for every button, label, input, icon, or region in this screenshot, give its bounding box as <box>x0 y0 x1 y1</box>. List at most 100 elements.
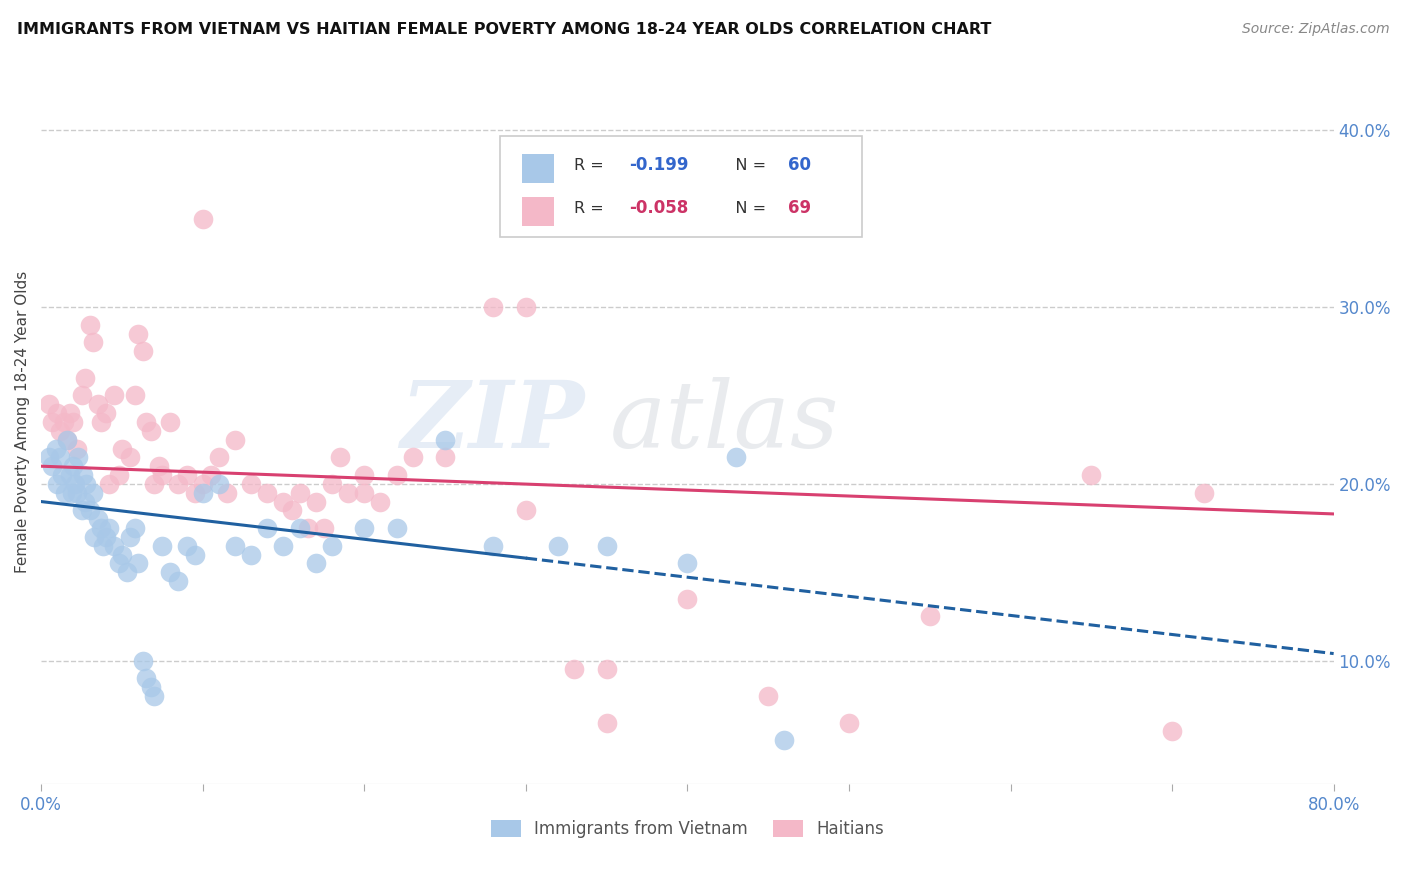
Point <box>150 468 173 483</box>
Point <box>82 335 104 350</box>
Point <box>329 450 352 465</box>
Point <box>94 530 117 544</box>
Point <box>547 539 569 553</box>
Point <box>143 689 166 703</box>
Point <box>118 530 141 544</box>
Point <box>183 548 205 562</box>
Point <box>90 521 112 535</box>
Point <box>191 211 214 226</box>
Point <box>79 503 101 517</box>
Text: N =: N = <box>720 158 770 173</box>
Point <box>38 450 60 465</box>
Point <box>724 450 747 465</box>
Point <box>66 442 89 456</box>
Text: -0.058: -0.058 <box>630 200 689 218</box>
FancyBboxPatch shape <box>522 197 554 226</box>
Point <box>305 557 328 571</box>
Point <box>59 406 82 420</box>
Point <box>62 415 84 429</box>
Point <box>73 371 96 385</box>
Point <box>773 733 796 747</box>
Point <box>94 406 117 420</box>
Point <box>111 442 134 456</box>
Point <box>132 344 155 359</box>
Point <box>83 530 105 544</box>
Point <box>353 468 375 483</box>
Point <box>148 459 170 474</box>
Point <box>159 415 181 429</box>
Point <box>124 521 146 535</box>
Point <box>143 476 166 491</box>
Text: -0.199: -0.199 <box>630 156 689 174</box>
Point <box>756 689 779 703</box>
Point <box>273 494 295 508</box>
Point <box>79 318 101 332</box>
Point <box>208 476 231 491</box>
Text: ZIP: ZIP <box>399 377 583 467</box>
Point <box>918 609 941 624</box>
Point <box>595 663 617 677</box>
Text: 69: 69 <box>789 200 811 218</box>
Point <box>273 539 295 553</box>
Point <box>98 521 121 535</box>
Point <box>167 574 190 588</box>
Point <box>482 539 505 553</box>
Point <box>321 476 343 491</box>
Point <box>256 485 278 500</box>
Point <box>51 468 73 483</box>
Point <box>52 415 75 429</box>
Legend: Immigrants from Vietnam, Haitians: Immigrants from Vietnam, Haitians <box>484 814 890 845</box>
Point <box>288 485 311 500</box>
Point <box>224 539 246 553</box>
Text: 60: 60 <box>789 156 811 174</box>
Point <box>115 566 138 580</box>
FancyBboxPatch shape <box>501 136 862 237</box>
Point <box>176 468 198 483</box>
Point <box>53 485 76 500</box>
Point <box>118 450 141 465</box>
Point <box>200 468 222 483</box>
Point <box>1161 724 1184 739</box>
Text: N =: N = <box>720 201 770 216</box>
Point <box>46 406 69 420</box>
Point <box>73 494 96 508</box>
Point <box>434 450 457 465</box>
Point <box>280 503 302 517</box>
Point <box>150 539 173 553</box>
Point <box>82 485 104 500</box>
Point <box>56 433 79 447</box>
Point <box>56 433 79 447</box>
Point <box>337 485 360 500</box>
Point <box>139 680 162 694</box>
Point <box>183 485 205 500</box>
Point <box>63 476 86 491</box>
Text: R =: R = <box>574 158 613 173</box>
Text: IMMIGRANTS FROM VIETNAM VS HAITIAN FEMALE POVERTY AMONG 18-24 YEAR OLDS CORRELAT: IMMIGRANTS FROM VIETNAM VS HAITIAN FEMAL… <box>17 22 991 37</box>
Point <box>107 557 129 571</box>
Point <box>66 485 89 500</box>
Y-axis label: Female Poverty Among 18-24 Year Olds: Female Poverty Among 18-24 Year Olds <box>15 271 30 574</box>
Text: R =: R = <box>574 201 613 216</box>
Point <box>321 539 343 553</box>
Point <box>434 433 457 447</box>
Point <box>305 494 328 508</box>
Point <box>595 715 617 730</box>
Point <box>107 468 129 483</box>
Point <box>1194 485 1216 500</box>
Point <box>103 539 125 553</box>
Point <box>135 671 157 685</box>
Point <box>595 539 617 553</box>
Point <box>838 715 860 730</box>
Point <box>91 539 114 553</box>
Point <box>72 468 94 483</box>
Point <box>482 300 505 314</box>
Point <box>86 512 108 526</box>
Point <box>139 424 162 438</box>
Point <box>240 548 263 562</box>
FancyBboxPatch shape <box>522 153 554 183</box>
Point <box>256 521 278 535</box>
Point <box>70 388 93 402</box>
Point <box>60 485 83 500</box>
Point <box>176 539 198 553</box>
Point <box>62 459 84 474</box>
